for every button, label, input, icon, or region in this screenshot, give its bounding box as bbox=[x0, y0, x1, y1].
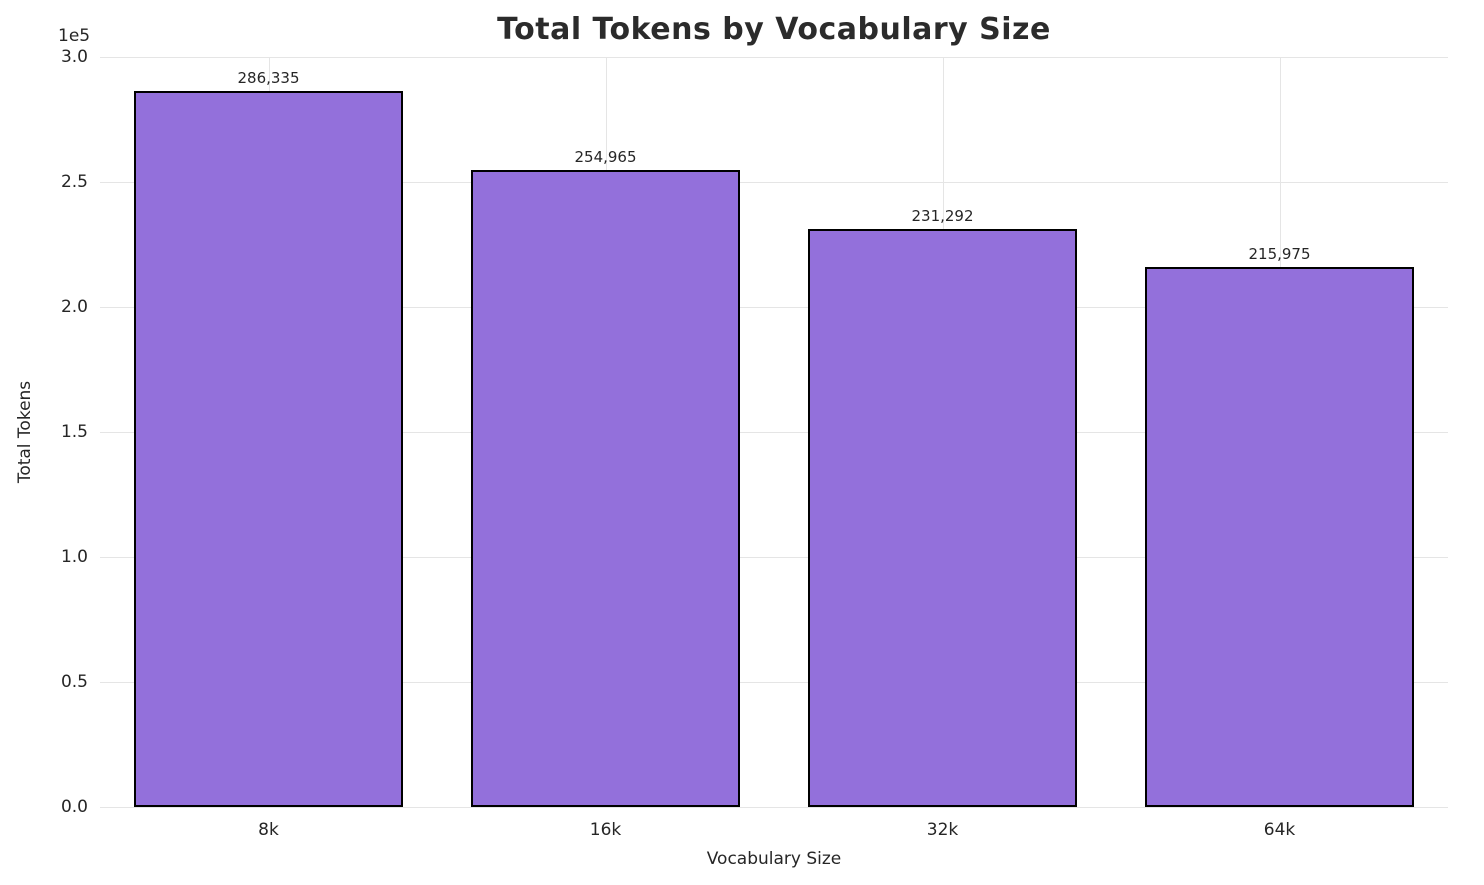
x-tick-label: 8k bbox=[258, 820, 279, 840]
bar-value-label: 286,335 bbox=[237, 69, 300, 88]
gridline-horizontal bbox=[100, 807, 1448, 808]
bar bbox=[133, 91, 404, 807]
x-tick-label: 32k bbox=[926, 820, 959, 840]
bar-value-label: 254,965 bbox=[574, 147, 637, 166]
y-tick-label: 2.0 bbox=[60, 297, 88, 317]
plot-area bbox=[100, 57, 1448, 808]
gridline-horizontal bbox=[100, 57, 1448, 58]
gridline-horizontal bbox=[100, 557, 1448, 558]
gridline-horizontal bbox=[100, 307, 1448, 308]
gridline-horizontal bbox=[100, 182, 1448, 183]
bar bbox=[1144, 267, 1415, 807]
y-axis-offset-text: 1e5 bbox=[58, 26, 91, 46]
bar bbox=[470, 169, 741, 807]
gridline-horizontal bbox=[100, 432, 1448, 433]
bar-value-label: 215,975 bbox=[1248, 245, 1311, 264]
y-tick-label: 0.0 bbox=[60, 797, 88, 817]
bar-value-label: 231,292 bbox=[911, 206, 974, 225]
x-tick-label: 16k bbox=[589, 820, 622, 840]
y-tick-label: 2.5 bbox=[60, 172, 88, 192]
gridline-horizontal bbox=[100, 682, 1448, 683]
chart-title: Total Tokens by Vocabulary Size bbox=[497, 12, 1051, 47]
bar bbox=[807, 228, 1078, 807]
y-tick-label: 1.5 bbox=[60, 422, 88, 442]
y-tick-label: 3.0 bbox=[60, 47, 88, 67]
y-tick-label: 1.0 bbox=[60, 547, 88, 567]
x-tick-label: 64k bbox=[1263, 820, 1296, 840]
x-axis-label: Vocabulary Size bbox=[706, 849, 842, 869]
y-tick-label: 0.5 bbox=[60, 672, 88, 692]
